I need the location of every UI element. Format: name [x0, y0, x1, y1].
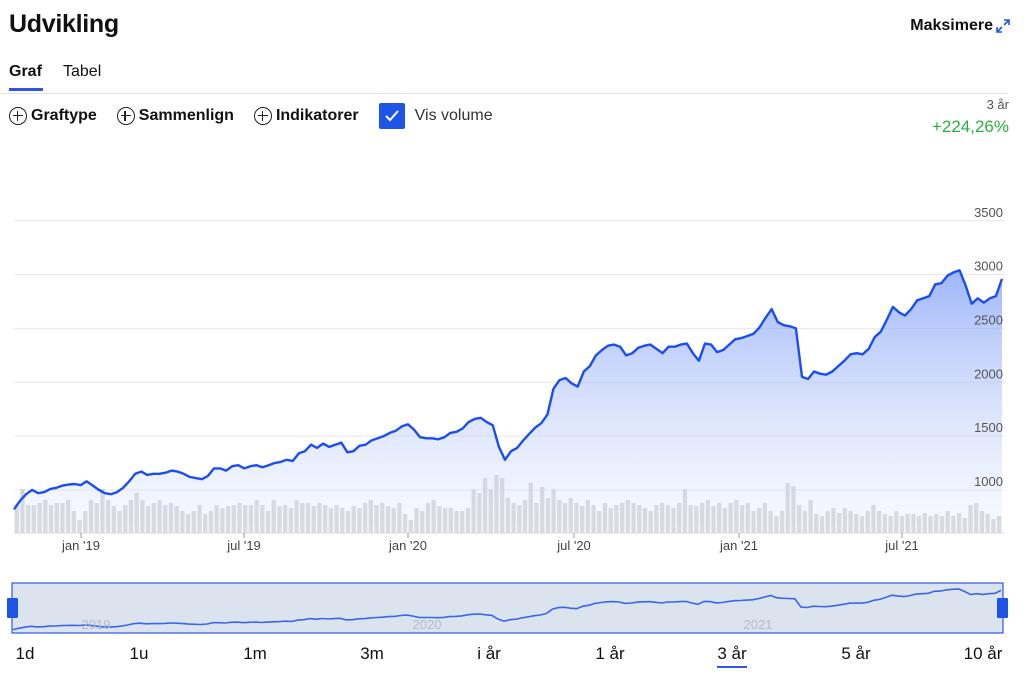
y-tick-label: 3500: [974, 205, 1003, 220]
tab-graf[interactable]: Graf: [9, 63, 42, 80]
y-tick-label: 2500: [974, 312, 1003, 327]
page-title: Udvikling: [9, 10, 119, 38]
range-button[interactable]: 3 år: [717, 644, 747, 663]
plus-circle-icon: [9, 107, 27, 125]
compare-label: Sammenlign: [138, 107, 234, 124]
tab-tabel[interactable]: Tabel: [63, 63, 102, 80]
y-tick-label: 1000: [974, 474, 1003, 489]
view-tabs: Graf Tabel: [0, 60, 1008, 94]
range-button[interactable]: 3m: [360, 644, 384, 663]
selected-range-indicator: [717, 666, 747, 668]
range-button[interactable]: 1m: [243, 644, 267, 663]
indicators-button[interactable]: Indikatorer: [253, 107, 359, 125]
price-line: [13, 269, 1004, 510]
x-tick-label: jul '20: [556, 538, 591, 553]
navigator-left-handle[interactable]: [7, 598, 18, 618]
x-tick-label: jan '19: [61, 538, 100, 553]
performance-change: +224,26%: [931, 117, 1009, 136]
active-tab-indicator: [9, 88, 43, 91]
indicators-label: Indikatorer: [275, 107, 359, 124]
y-tick-label: 1500: [974, 420, 1003, 435]
navigator-line: [12, 588, 1002, 631]
x-tick-label: jul '21: [884, 538, 919, 553]
y-tick-label: 2000: [974, 366, 1003, 381]
period-label: 3 år: [986, 97, 1009, 112]
expand-icon: [996, 19, 1010, 33]
range-button[interactable]: 10 år: [963, 644, 1003, 663]
graph-type-button[interactable]: Graftype: [9, 107, 97, 125]
compare-button[interactable]: Sammenlign: [116, 107, 234, 125]
plus-circle-icon: [116, 107, 135, 125]
chart-toolbar: Graftype Sammenlign Indikatorer Vis volu…: [9, 103, 493, 129]
navigator-year-label: 2019: [82, 617, 111, 632]
x-tick-label: jan '20: [388, 538, 427, 553]
navigator-year-label: 2020: [413, 617, 442, 632]
maximize-label: Maksimere: [910, 17, 993, 34]
show-volume-label: Vis volume: [414, 107, 493, 124]
navigator-window: [11, 582, 1004, 634]
show-volume-checkbox[interactable]: [378, 103, 405, 129]
plus-circle-icon: [253, 107, 272, 125]
y-tick-label: 3000: [974, 259, 1003, 274]
checkmark-icon: [384, 110, 399, 122]
maximize-button[interactable]: Maksimere: [910, 17, 1010, 35]
range-button[interactable]: 1 år: [595, 644, 625, 663]
x-tick-label: jan '21: [719, 538, 758, 553]
x-tick-label: jul '19: [226, 538, 261, 553]
range-button[interactable]: 1d: [15, 644, 35, 663]
navigator-right-handle[interactable]: [997, 598, 1008, 618]
navigator-year-label: 2021: [744, 617, 773, 632]
graph-type-label: Graftype: [31, 107, 97, 124]
range-button[interactable]: i år: [477, 644, 501, 663]
price-area: [14, 270, 1002, 533]
range-button[interactable]: 5 år: [841, 644, 871, 663]
range-button[interactable]: 1u: [129, 644, 149, 663]
